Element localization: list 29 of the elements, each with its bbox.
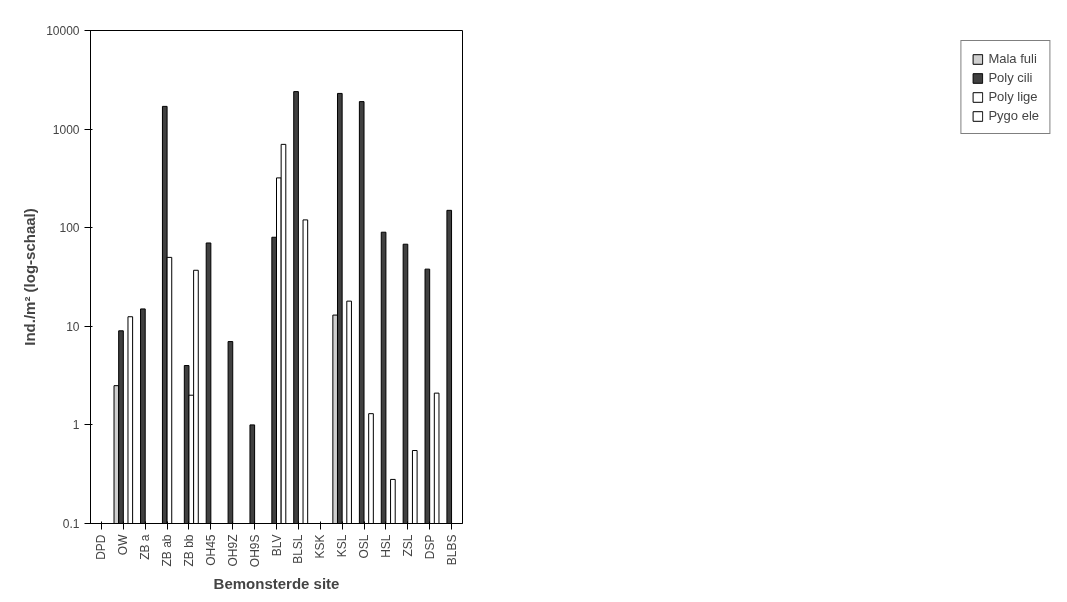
x-tick-label: HSL bbox=[378, 534, 393, 558]
legend-label: Pygo ele bbox=[988, 108, 1039, 123]
y-tick-label: 10000 bbox=[46, 24, 80, 38]
x-tick-label: ZB a bbox=[138, 534, 153, 560]
x-tick-label: KSL bbox=[335, 534, 350, 558]
x-axis-title: Bemonsterde site bbox=[213, 575, 340, 593]
legend-label: Mala fuli bbox=[988, 51, 1037, 66]
x-tick-label: OH45 bbox=[203, 534, 218, 566]
y-tick-label: 0.1 bbox=[62, 517, 80, 531]
y-tick-label: 10 bbox=[66, 319, 80, 334]
x-tick-label: DPD bbox=[94, 534, 109, 560]
x-tick-label: BLV bbox=[269, 534, 284, 557]
legend-label: Poly lige bbox=[988, 89, 1038, 104]
x-tick-label: OSL bbox=[357, 534, 372, 559]
legend-label: Poly cili bbox=[988, 70, 1033, 85]
x-tick-label: ZSL bbox=[400, 534, 415, 557]
y-axis-title: Ind./m² (log-schaal) bbox=[21, 208, 39, 346]
x-tick-label: BLBS bbox=[444, 534, 459, 566]
x-tick-label: ZB ab bbox=[160, 534, 175, 567]
y-tick-label: 100 bbox=[59, 221, 80, 236]
x-tick-label: BLSL bbox=[291, 534, 306, 564]
x-tick-label: OH9S bbox=[247, 534, 262, 568]
x-tick-label: KSK bbox=[313, 534, 328, 559]
x-tick-label: DSP bbox=[422, 534, 437, 560]
x-tick-label: OW bbox=[116, 533, 131, 556]
x-tick-label: OH9Z bbox=[225, 534, 240, 567]
y-tick-label: 1 bbox=[72, 418, 80, 433]
x-tick-label: ZB bb bbox=[181, 534, 196, 567]
y-tick-label: 1000 bbox=[52, 122, 80, 137]
